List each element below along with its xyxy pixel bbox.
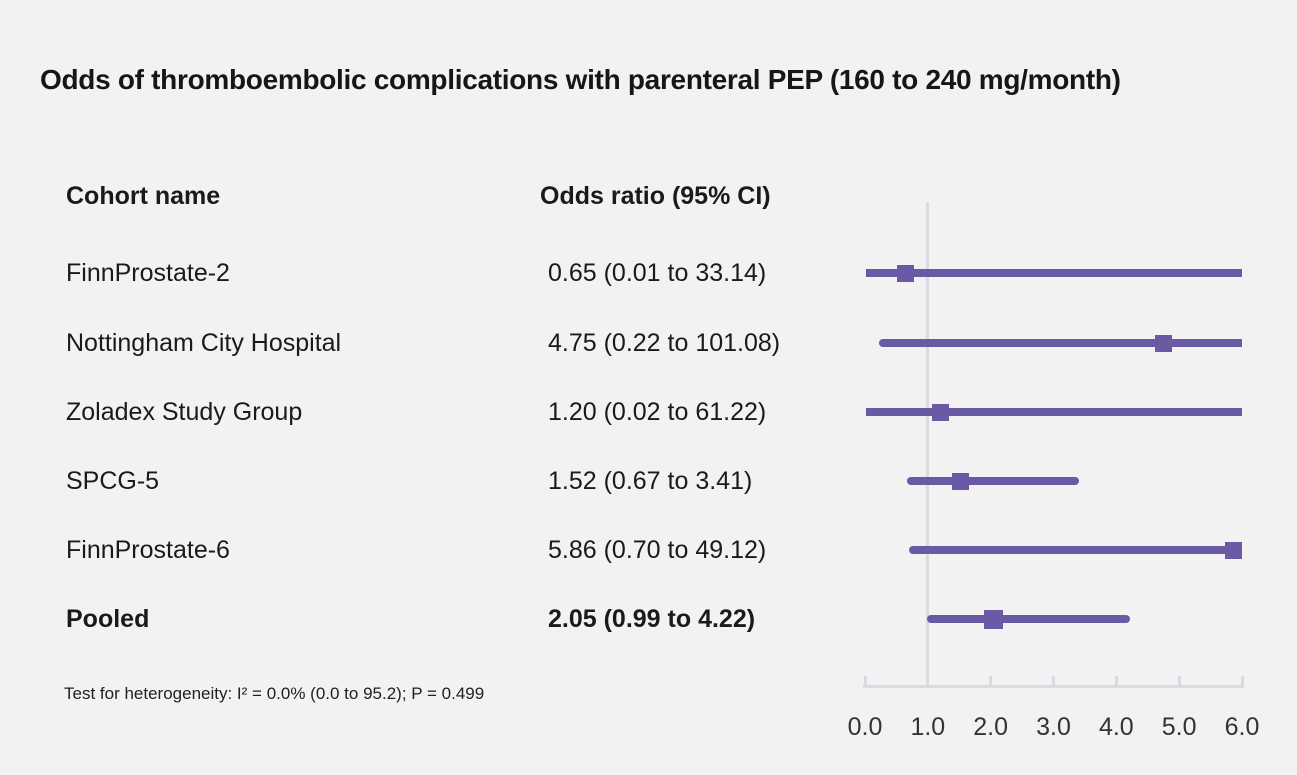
odds-ratio-value: 1.20 (0.02 to 61.22) (548, 398, 767, 426)
cohort-name: SPCG-5 (66, 467, 160, 495)
odds-ratio-column-header: Odds ratio (95% CI) (540, 182, 771, 210)
chart-title: Odds of thromboembolic complications wit… (40, 64, 1121, 95)
table-row: FinnProstate-6 5.86 (0.70 to 49.12) (0, 533, 1297, 567)
table-row: Zoladex Study Group 1.20 (0.02 to 61.22) (0, 395, 1297, 429)
cohort-name: Pooled (66, 605, 150, 633)
or-estimate-marker (897, 264, 915, 282)
table-row-pooled: Pooled 2.05 (0.99 to 4.22) (0, 602, 1297, 636)
odds-ratio-value: 4.75 (0.22 to 101.08) (548, 329, 781, 357)
x-axis-tick (926, 676, 930, 688)
x-axis-tick (1114, 676, 1118, 688)
x-axis-tick (989, 676, 993, 688)
table-row: FinnProstate-2 0.65 (0.01 to 33.14) (0, 256, 1297, 290)
cohort-column-header: Cohort name (66, 182, 221, 210)
or-estimate-marker (952, 472, 969, 490)
ci-line (865, 269, 1242, 277)
ci-line (907, 477, 1080, 485)
ci-line (908, 546, 1242, 554)
x-axis-tick (1240, 676, 1244, 688)
cohort-name: FinnProstate-2 (66, 259, 230, 287)
cohort-name: Nottingham City Hospital (66, 329, 342, 357)
x-axis-tick (1052, 676, 1055, 688)
ci-line (927, 615, 1131, 623)
x-tick-label: 0.0 (847, 713, 883, 741)
reference-line (926, 202, 930, 688)
or-estimate-marker (1224, 541, 1242, 559)
x-axis-tick (1177, 676, 1181, 688)
cohort-name: Zoladex Study Group (66, 398, 303, 426)
cohort-name: FinnProstate-6 (66, 536, 230, 564)
x-tick-label: 4.0 (1098, 713, 1134, 741)
or-estimate-marker (1154, 334, 1172, 352)
or-estimate-marker (931, 403, 949, 421)
table-row: Nottingham City Hospital 4.75 (0.22 to 1… (0, 326, 1297, 360)
odds-ratio-value: 0.65 (0.01 to 33.14) (548, 259, 767, 287)
x-tick-label: 2.0 (973, 713, 1009, 741)
x-tick-label: 3.0 (1036, 713, 1071, 741)
odds-ratio-value: 1.52 (0.67 to 3.41) (548, 467, 753, 495)
x-tick-label: 6.0 (1224, 713, 1260, 741)
odds-ratio-value: 2.05 (0.99 to 4.22) (548, 605, 756, 633)
ci-line (878, 339, 1242, 347)
table-header-row: Cohort name Odds ratio (95% CI) (0, 179, 1297, 213)
heterogeneity-footnote: Test for heterogeneity: I² = 0.0% (0.0 t… (64, 684, 485, 703)
table-row: SPCG-5 1.52 (0.67 to 3.41) (0, 464, 1297, 498)
x-axis-tick (863, 676, 867, 688)
x-tick-label: 5.0 (1161, 713, 1197, 741)
x-tick-label: 1.0 (910, 713, 946, 741)
ci-line (866, 408, 1242, 416)
odds-ratio-value: 5.86 (0.70 to 49.12) (548, 536, 767, 564)
pooled-estimate-marker (984, 609, 1004, 629)
